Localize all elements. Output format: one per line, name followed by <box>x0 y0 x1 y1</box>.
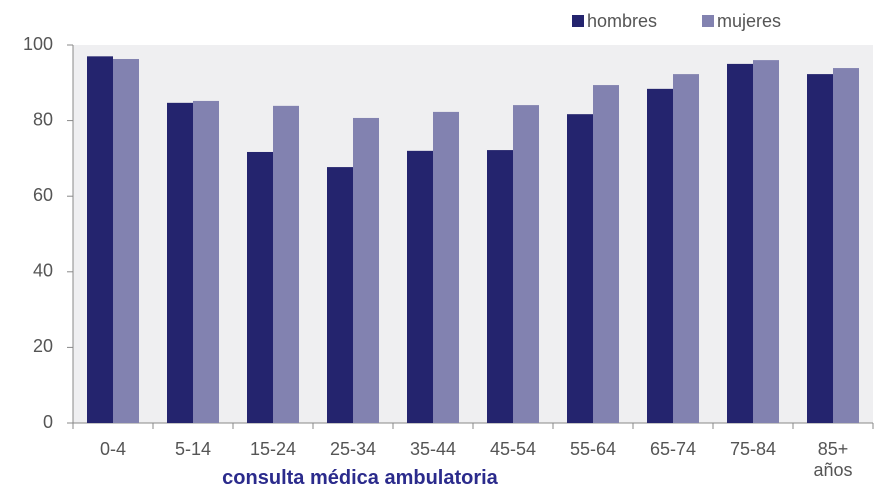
x-tick-label: 55-64 <box>569 439 617 459</box>
legend-swatch <box>572 15 584 27</box>
bar <box>593 85 619 424</box>
bar <box>193 100 219 423</box>
x-tick-label: 65-74 <box>649 439 697 459</box>
bar <box>247 151 273 423</box>
bar <box>833 68 859 424</box>
bar <box>567 114 593 423</box>
y-tick-label: 40 <box>33 261 53 281</box>
x-tick-label: 45-54 <box>489 439 537 459</box>
x-tick-label: 25-34 <box>329 439 377 459</box>
bar <box>487 150 513 424</box>
y-tick-label: 60 <box>33 185 53 205</box>
y-tick-label: 20 <box>33 336 53 356</box>
y-tick-label: 0 <box>43 412 53 432</box>
bar <box>87 56 113 424</box>
bar <box>807 74 833 423</box>
bar <box>273 105 299 423</box>
bar <box>433 111 459 423</box>
legend-label: hombres <box>587 11 657 31</box>
bar <box>167 102 193 424</box>
bar <box>407 150 433 423</box>
x-axis-title: consulta médica ambulatoria <box>222 467 498 489</box>
y-tick-label: 80 <box>33 109 53 129</box>
bar <box>113 58 139 424</box>
legend-swatch <box>702 15 714 27</box>
bar <box>513 105 539 424</box>
x-tick-label: 0-4 <box>99 439 126 459</box>
bar <box>647 88 673 424</box>
legend-label: mujeres <box>717 11 781 31</box>
bar <box>727 63 753 424</box>
x-tick-label: 5-14 <box>174 439 212 459</box>
bar <box>327 167 353 423</box>
y-tick-label: 100 <box>23 34 53 54</box>
bar <box>353 117 379 423</box>
bar <box>673 74 699 423</box>
bar <box>753 60 779 424</box>
x-tick-label: 75-84 <box>729 439 777 459</box>
x-tick-label: 15-24 <box>249 439 297 459</box>
x-tick-label: 35-44 <box>409 439 457 459</box>
x-tick-label: 85+ años <box>813 439 853 480</box>
